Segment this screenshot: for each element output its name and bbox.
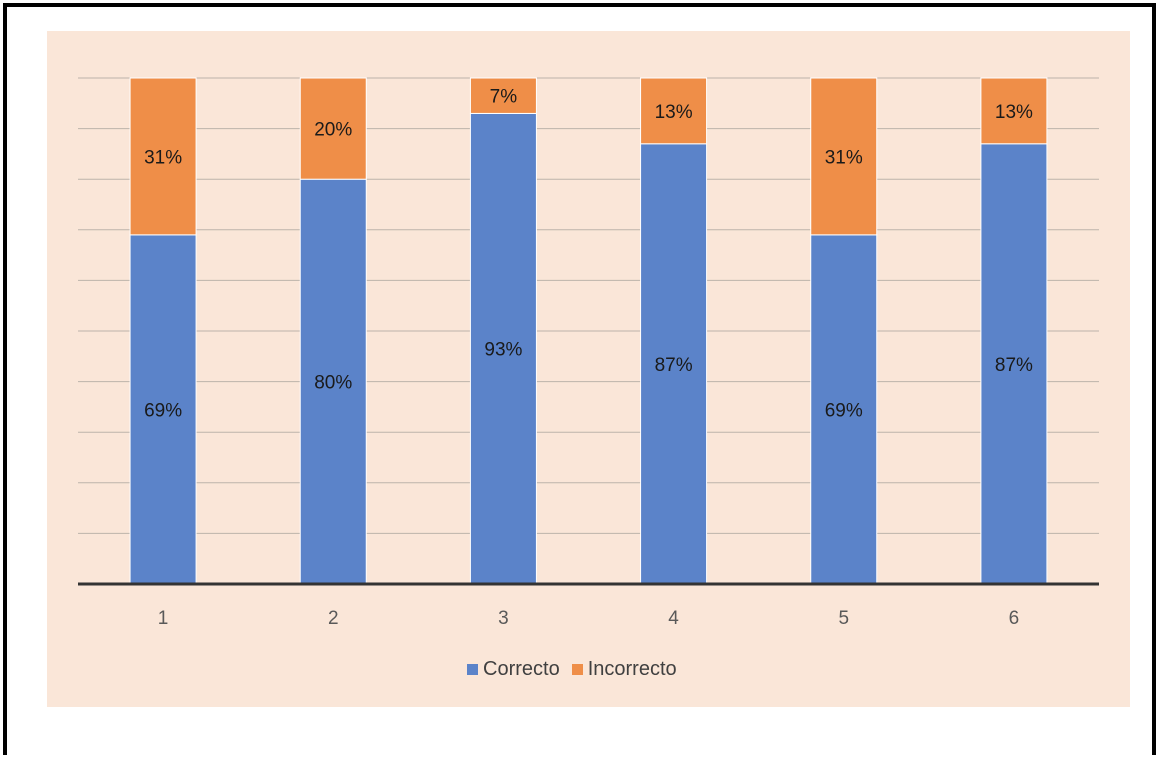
- bar-incorrecto-3: [469, 77, 537, 114]
- data-label-incorrecto-3: 7%: [490, 87, 518, 108]
- data-label-incorrecto-1: 31%: [144, 147, 182, 168]
- bar-correcto-5: [810, 234, 878, 585]
- data-label-incorrecto-2: 20%: [314, 120, 352, 141]
- data-label-correcto-6: 87%: [995, 355, 1033, 376]
- legend: Correcto Incorrecto: [451, 650, 693, 688]
- legend-item-correcto: Correcto: [467, 658, 560, 681]
- bar-incorrecto-6: [980, 77, 1048, 145]
- legend-item-incorrecto: Incorrecto: [571, 657, 677, 681]
- bar-correcto-1: [129, 234, 197, 585]
- legend-label-incorrecto: Incorrecto: [587, 657, 677, 680]
- data-label-incorrecto-4: 13%: [655, 102, 693, 123]
- legend-label-correcto: Correcto: [483, 657, 560, 680]
- bar-incorrecto-5: [810, 77, 878, 236]
- x-tick-label-3: 3: [498, 608, 509, 629]
- bar-incorrecto-1: [129, 77, 197, 236]
- figure-frame: [3, 3, 1156, 755]
- legend-swatch-correcto: [467, 663, 478, 675]
- x-tick-label-1: 1: [158, 608, 169, 629]
- data-label-correcto-3: 93%: [484, 340, 522, 361]
- bar-correcto-4: [640, 143, 708, 585]
- chart-background: [47, 31, 1130, 707]
- bar-correcto-6: [980, 143, 1048, 585]
- gridlines: [78, 77, 1099, 534]
- data-label-incorrecto-5: 31%: [825, 147, 863, 168]
- bar-incorrecto-2: [299, 77, 367, 180]
- bar-correcto-2: [299, 178, 367, 585]
- x-tick-label-2: 2: [328, 608, 339, 629]
- bars: 69% 31% 80% 20% 93% 7% 87% 13% 69% 31% 87% 13%: [129, 77, 1048, 585]
- data-label-incorrecto-6: 13%: [995, 102, 1033, 123]
- data-label-correcto-4: 87%: [655, 355, 693, 376]
- data-label-correcto-5: 69%: [825, 400, 863, 421]
- data-label-correcto-1: 69%: [144, 400, 182, 421]
- x-tick-label-5: 5: [838, 608, 849, 629]
- x-tick-labels: 1 2 3 4 5 6: [158, 608, 1019, 629]
- x-tick-label-6: 6: [1009, 608, 1020, 629]
- data-label-correcto-2: 80%: [314, 373, 352, 394]
- x-tick-label-4: 4: [668, 608, 679, 629]
- bar-incorrecto-4: [640, 77, 708, 145]
- legend-swatch-incorrecto: [571, 663, 583, 675]
